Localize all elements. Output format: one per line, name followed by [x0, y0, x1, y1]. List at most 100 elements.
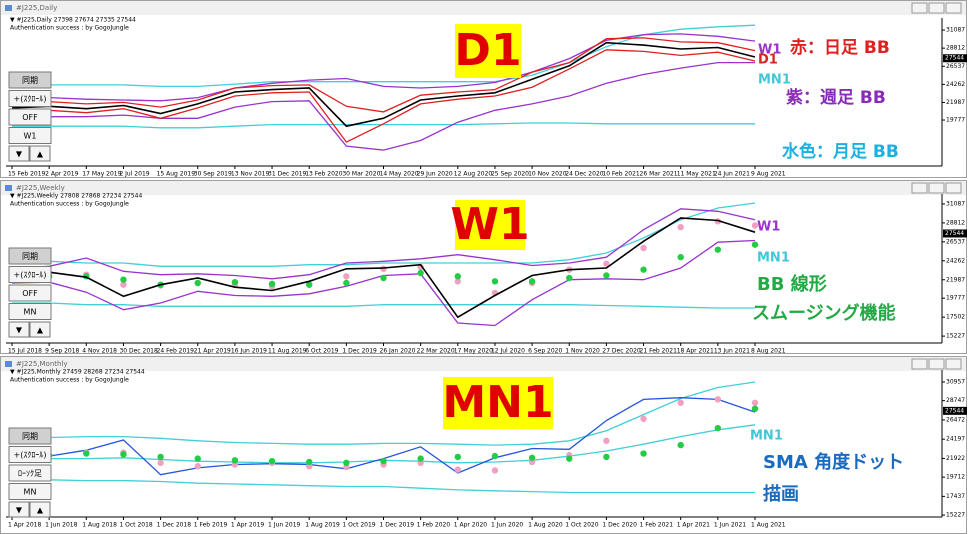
- dot-marker: [491, 278, 499, 285]
- x-tick-label: 11 Aug 2019: [268, 348, 307, 355]
- window-control[interactable]: [911, 2, 928, 14]
- window-control[interactable]: [945, 2, 962, 14]
- x-tick-label: 4 Nov 2018: [82, 348, 117, 355]
- dot-marker: [454, 453, 461, 461]
- x-tick-label: 1 Aug 2020: [528, 522, 563, 529]
- x-tick-label: 24 Jun 2021: [714, 171, 750, 178]
- x-tick-label: 10 Feb 2021: [602, 171, 640, 178]
- x-tick-label: 27 Dec 2020: [602, 348, 641, 355]
- y-tick-label: 19777: [946, 117, 965, 124]
- x-tick-label: 15 Feb 2019: [8, 171, 46, 178]
- window-control[interactable]: [911, 358, 928, 370]
- button-label: +(ｽｸﾛｰﾙ): [14, 271, 47, 280]
- panel-button[interactable]: [8, 427, 52, 445]
- last-price-label: 27544: [945, 230, 964, 237]
- x-tick-label: 1 Aug 2018: [82, 522, 117, 529]
- dot-marker: [640, 244, 647, 252]
- button-label: +(ｽｸﾛｰﾙ): [14, 95, 47, 104]
- dot-marker: [454, 273, 461, 280]
- x-tick-label: 30 Mar 2020: [342, 171, 380, 178]
- x-tick-label: 18 Apr 2021: [677, 348, 714, 355]
- x-tick-label: 1 Aug 2019: [305, 522, 340, 529]
- x-tick-label: 14 May 2020: [380, 171, 419, 178]
- chart-header: ▼ #J225,Daily 27398 27674 27335 27544: [10, 17, 136, 24]
- x-tick-label: 31 Dec 2019: [268, 171, 307, 178]
- window-control[interactable]: [928, 2, 945, 14]
- timeframe-label: D1: [454, 25, 521, 76]
- button-label: OFF: [22, 289, 38, 298]
- x-tick-label: 6 Sep 2020: [528, 348, 562, 355]
- dot-marker: [677, 253, 684, 261]
- window-control[interactable]: [911, 182, 928, 194]
- button-label: 同期: [22, 432, 38, 441]
- x-tick-label: 29 Jun 2020: [417, 171, 453, 178]
- button-label: ﾛｰｿｸ足: [18, 469, 42, 478]
- x-tick-label: 1 Apr 2018: [8, 522, 41, 529]
- window-control[interactable]: [945, 182, 962, 194]
- dot-marker: [417, 455, 424, 462]
- chart-window: #J225,Monthly 30957 28747 26472 24197 21922 19…: [0, 356, 967, 534]
- y-tick-label: 19777: [946, 295, 965, 302]
- x-tick-label: 1 Feb 2019: [194, 522, 228, 529]
- dot-marker: [120, 451, 127, 458]
- button-label: MN: [24, 308, 37, 317]
- dot-marker: [677, 399, 684, 406]
- panel-button[interactable]: [8, 464, 52, 482]
- series-line: [11, 61, 755, 151]
- panel-button[interactable]: [8, 266, 52, 283]
- x-tick-label: 1 Apr 2021: [677, 522, 710, 529]
- x-tick-label: 13 Feb 2020: [305, 171, 343, 178]
- window-icon: [5, 185, 12, 191]
- y-tick-label: 15227: [946, 512, 965, 519]
- title-bar: [1, 1, 966, 15]
- series-line: [11, 208, 756, 280]
- arrow-button[interactable]: [29, 501, 51, 518]
- panel-button[interactable]: [8, 90, 52, 107]
- chart-window: #J225,Weekly 31087 28812 26537 24262 21987 197…: [0, 180, 967, 355]
- dot-marker: [268, 457, 276, 465]
- panel-button[interactable]: [8, 108, 52, 126]
- arrow-button[interactable]: [8, 145, 30, 162]
- x-tick-label: 1 Aug 2021: [751, 522, 786, 529]
- x-tick-label: 1 Dec 2019: [342, 348, 377, 355]
- auth-text: Authentication success : by GogoJungle: [10, 25, 129, 32]
- series-line: [11, 33, 756, 102]
- dot-marker: [268, 280, 276, 288]
- x-tick-label: 15 Aug 2019: [157, 171, 196, 178]
- x-tick-label: 30 Sep 2019: [194, 171, 232, 178]
- arrow-button[interactable]: [29, 145, 51, 162]
- panel-button[interactable]: [8, 71, 52, 89]
- arrow-button[interactable]: [8, 321, 30, 338]
- x-tick-label: 13 Nov 2019: [231, 171, 270, 178]
- dot-marker: [677, 441, 684, 449]
- dot-marker: [640, 266, 647, 273]
- window-control[interactable]: [945, 358, 962, 370]
- button-label: 同期: [22, 252, 38, 261]
- window-control[interactable]: [928, 358, 945, 370]
- series-line: [11, 37, 756, 113]
- panel-button[interactable]: [8, 483, 52, 500]
- x-tick-label: 1 Dec 2020: [602, 522, 637, 529]
- y-tick-label: 28747: [946, 397, 965, 404]
- dot-marker: [157, 459, 164, 467]
- x-tick-label: 21 Feb 2021: [640, 348, 678, 355]
- dot-marker: [380, 274, 387, 282]
- x-tick-label: 11 May 2021: [677, 171, 716, 178]
- x-tick-label: 22 Mar 2020: [417, 348, 455, 355]
- panel-button[interactable]: [8, 446, 52, 463]
- dot-marker: [194, 279, 201, 287]
- dot-marker: [603, 437, 610, 445]
- panel-button[interactable]: [8, 303, 52, 320]
- panel-button[interactable]: [8, 284, 52, 302]
- line-label: MN1: [758, 73, 791, 88]
- x-tick-label: 1 Oct 2020: [565, 522, 598, 529]
- panel-button[interactable]: [8, 127, 52, 144]
- y-tick-label: 26537: [946, 238, 965, 245]
- arrow-button[interactable]: [29, 321, 51, 338]
- timeframe-label: MN1: [442, 377, 553, 428]
- arrow-button[interactable]: [8, 501, 30, 518]
- x-tick-label: 26 Mar 2021: [640, 171, 678, 178]
- window-control[interactable]: [928, 182, 945, 194]
- panel-button[interactable]: [8, 247, 52, 265]
